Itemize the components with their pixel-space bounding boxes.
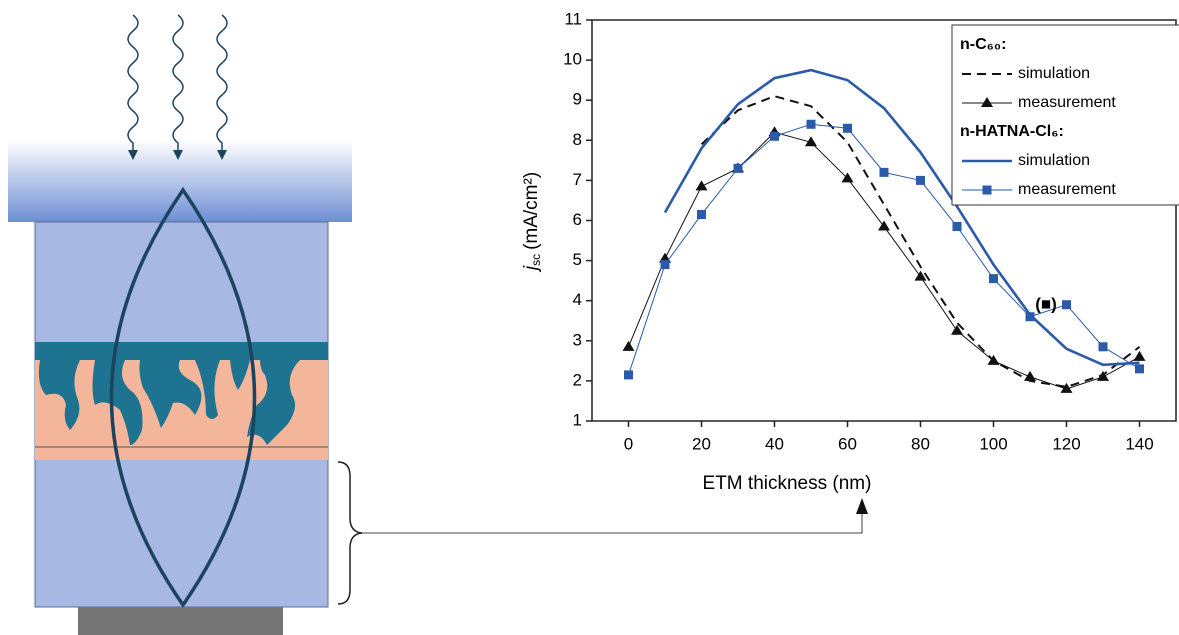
marker-triangle bbox=[987, 354, 1000, 365]
marker-square bbox=[879, 167, 889, 177]
x-tick-label: 20 bbox=[692, 434, 711, 453]
plot: ETM thickness (nm) jsc (mA/cm²) 1 2 3 4 5 6 7 8 9… bbox=[521, 9, 1179, 494]
annotation: (■) bbox=[1035, 294, 1057, 313]
y-tick-label: 9 bbox=[573, 90, 582, 109]
marker-triangle bbox=[878, 220, 890, 231]
y-tick-label: 7 bbox=[573, 170, 582, 189]
marker-triangle bbox=[1024, 370, 1036, 381]
series-line bbox=[700, 95, 1141, 388]
y-tick-label: 4 bbox=[573, 290, 582, 309]
y-tick-label: 8 bbox=[573, 130, 582, 149]
y-tick-label: 6 bbox=[573, 210, 582, 229]
legend-heading: n-HATNA-Cl₆: bbox=[960, 123, 1064, 140]
legend-heading: n-C₆₀: bbox=[960, 36, 1006, 53]
marker-square bbox=[982, 185, 992, 195]
x-tick-label: 120 bbox=[1052, 434, 1080, 453]
marker-square bbox=[843, 123, 852, 133]
electrode bbox=[78, 607, 283, 635]
marker-square bbox=[770, 131, 779, 141]
marker-square bbox=[624, 370, 633, 380]
legend-label: simulation bbox=[1018, 152, 1090, 169]
marker-square bbox=[1062, 300, 1071, 310]
marker-triangle bbox=[1097, 370, 1109, 381]
x-tick-label: 100 bbox=[979, 434, 1007, 453]
y-label-symbol: j bbox=[521, 265, 542, 273]
y-tick-label: 3 bbox=[573, 330, 582, 349]
light-path bbox=[109, 186, 257, 609]
legend-label: measurement bbox=[1018, 181, 1116, 198]
x-tick-label: 0 bbox=[624, 434, 633, 453]
legend-label: measurement bbox=[1018, 94, 1116, 111]
x-tick-label: 60 bbox=[838, 434, 857, 453]
marker-square bbox=[916, 175, 925, 185]
etm-band bbox=[35, 342, 328, 360]
x-axis-label: ETM thickness (nm) bbox=[703, 473, 872, 494]
marker-triangle bbox=[622, 340, 635, 351]
marker-square bbox=[1025, 312, 1035, 322]
marker-triangle bbox=[841, 172, 854, 183]
brace bbox=[337, 461, 363, 605]
series-line bbox=[663, 68, 1140, 367]
marker-triangle bbox=[981, 97, 993, 107]
y-tick-label: 5 bbox=[573, 250, 582, 269]
marker-triangle bbox=[1133, 350, 1146, 361]
legend-label: simulation bbox=[1018, 65, 1090, 82]
marker-triangle bbox=[805, 136, 817, 147]
x-tick-label: 40 bbox=[765, 434, 784, 453]
marker-triangle bbox=[914, 270, 927, 281]
y-label-subscript: sc bbox=[529, 254, 543, 266]
marker-square bbox=[660, 260, 670, 270]
x-tick-label: 80 bbox=[911, 434, 930, 453]
marker-triangle bbox=[951, 324, 963, 335]
marker-square bbox=[1135, 364, 1144, 374]
y-tick-label: 2 bbox=[573, 370, 582, 389]
marker-square bbox=[697, 209, 706, 219]
tendrils bbox=[38, 360, 300, 445]
x-tick-label: 140 bbox=[1125, 434, 1153, 453]
y-axis-label: jsc (mA/cm²) bbox=[521, 172, 543, 273]
marker-triangle bbox=[1060, 382, 1073, 393]
y-tick-label: 10 bbox=[563, 50, 582, 69]
y-tick-label: 11 bbox=[564, 9, 582, 28]
marker-square bbox=[733, 163, 743, 173]
device-diagram bbox=[8, 14, 868, 635]
y-label-unit: (mA/cm²) bbox=[521, 172, 542, 250]
legend-box bbox=[951, 24, 1179, 206]
wave-arrowheads bbox=[128, 150, 227, 160]
connector bbox=[362, 508, 863, 534]
marker-square bbox=[1098, 342, 1108, 352]
marker-triangle bbox=[695, 180, 708, 191]
marker-square bbox=[989, 274, 998, 284]
connector-arrowhead bbox=[856, 498, 868, 514]
light-waves bbox=[127, 14, 228, 153]
y-tick-label: 1 bbox=[573, 410, 582, 429]
marker-square bbox=[806, 119, 816, 129]
marker-square bbox=[952, 222, 962, 232]
